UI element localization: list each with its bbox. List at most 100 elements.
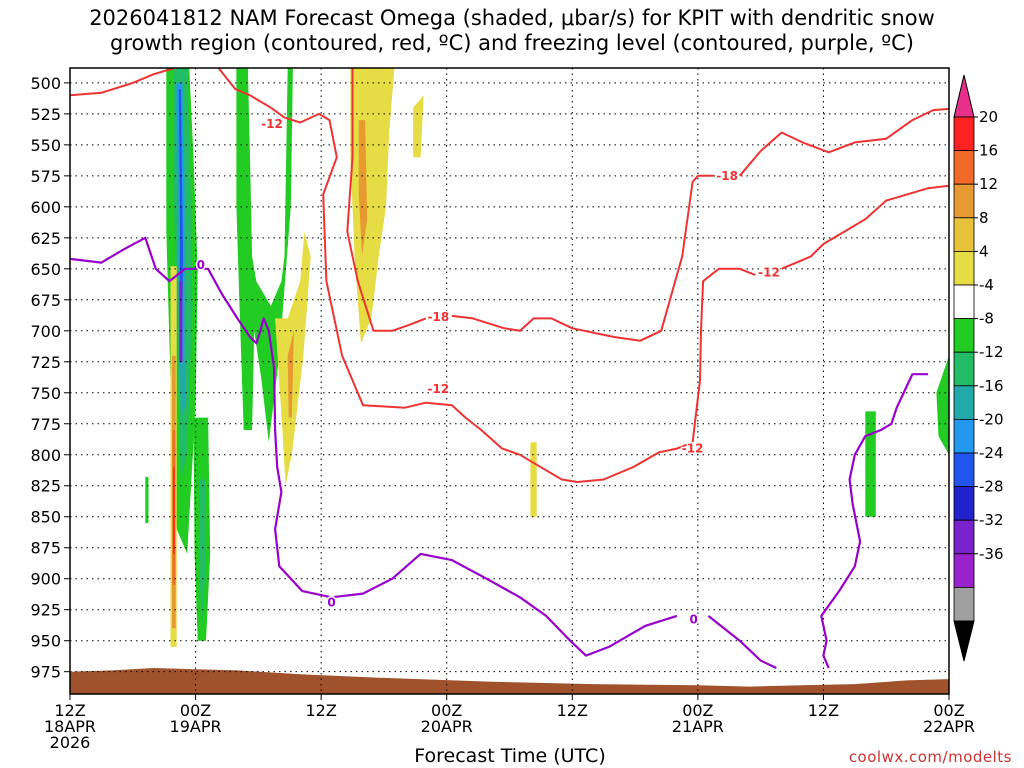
colorbar-segment-14 (953, 587, 975, 622)
omega-region-15 (173, 467, 175, 554)
contour-label-2: -12 (427, 382, 449, 396)
plot-area: -12 -18 -12 -18 -12 -12 0 0 0 (70, 68, 949, 694)
colorbar-segment-10 (953, 452, 975, 487)
colorbar-label-4: 4 (979, 242, 989, 260)
colorbar-label-6: -8 (979, 310, 994, 328)
colorbar-segment-6 (953, 318, 975, 353)
colorbar-segment-4 (953, 250, 975, 286)
y-tick-label-525: 525 (30, 105, 61, 124)
x-tick-label-6-0: 12Z (808, 701, 839, 720)
y-tick-label-575: 575 (30, 167, 61, 186)
contour-label-7: 0 (327, 595, 335, 609)
contour-label-5: -12 (682, 442, 704, 456)
contour-label-0: -12 (261, 117, 283, 131)
y-tick-label-900: 900 (30, 570, 61, 589)
colorbar-segment-0 (953, 116, 975, 151)
x-tick-label-7-1: 22APR (923, 717, 975, 736)
colorbar-segment-2 (953, 183, 975, 219)
colorbar-segment-11 (953, 486, 975, 521)
x-tick-label-2-0: 12Z (305, 701, 336, 720)
colorbar-top-arrow (953, 74, 975, 118)
dgz-contour-3 (451, 174, 714, 342)
colorbar-label-11: -28 (979, 478, 1004, 496)
y-tick-label-750: 750 (30, 384, 61, 403)
y-tick-label-500: 500 (30, 74, 61, 93)
dgz-contour-2 (346, 68, 427, 332)
y-tick-label-775: 775 (30, 415, 61, 434)
colorbar-segment-7 (953, 351, 975, 387)
y-tick-label-875: 875 (30, 539, 61, 558)
colorbar-label-0: 20 (979, 108, 998, 126)
colorbar-label-12: -32 (979, 511, 1004, 529)
x-tick-label-5-1: 21APR (672, 717, 724, 736)
omega-region-20 (358, 120, 368, 257)
contour-label-3: -18 (716, 169, 738, 183)
omega-region-9 (145, 477, 149, 523)
y-tick-label-675: 675 (30, 291, 61, 310)
plot-frame (69, 67, 950, 695)
colorbar-segment-1 (953, 150, 975, 185)
colorbar-label-9: -20 (979, 410, 1004, 428)
colorbar-label-8: -16 (979, 377, 1004, 395)
x-tick-label-0-1: 18APR (44, 717, 96, 736)
x-tick-label-1-0: 00Z (180, 701, 211, 720)
chart-title: 2026041812 NAM Forecast Omega (shaded, μ… (0, 6, 1024, 56)
y-tick-label-550: 550 (30, 136, 61, 155)
x-tick-label-4-0: 12Z (557, 701, 588, 720)
colorbar-label-1: 16 (979, 142, 998, 160)
freezing-contour-0 (70, 236, 678, 657)
terrain-shade (70, 668, 949, 694)
y-tick-label-625: 625 (30, 229, 61, 248)
dgz-contour-1 (217, 68, 756, 483)
colorbar-label-10: -24 (979, 444, 1004, 462)
x-axis-label: Forecast Time (UTC) (414, 745, 606, 767)
freezing-contour-1 (707, 615, 777, 669)
contour-label-8: 0 (689, 613, 697, 627)
y-tick-label-850: 850 (30, 508, 61, 527)
x-tick-label-0-0: 12Z (54, 701, 85, 720)
y-tick-label-825: 825 (30, 477, 61, 496)
x-tick-label-3-1: 20APR (421, 717, 473, 736)
colorbar-label-7: -12 (979, 343, 1004, 361)
x-tick-label-5-0: 00Z (682, 701, 713, 720)
contour-label-4: -12 (758, 266, 780, 280)
contour-label-6: 0 (197, 258, 205, 272)
omega-region-19 (413, 95, 424, 158)
colorbar-segment-13 (953, 553, 975, 588)
x-tick-label-7-0: 00Z (933, 701, 964, 720)
contour-label-1: -18 (427, 310, 449, 324)
y-tick-label-600: 600 (30, 198, 61, 217)
colorbar-label-13: -36 (979, 545, 1004, 563)
colorbar-segment-5 (953, 284, 975, 319)
dgz-contour-4 (738, 107, 949, 177)
colorbar-label-2: 12 (979, 175, 998, 193)
dgz-contour-5 (781, 184, 949, 270)
credit-text: coolwx.com/modelts (848, 748, 1012, 766)
y-tick-label-950: 950 (30, 632, 61, 651)
colorbar-label-5: -4 (979, 276, 994, 294)
x-tick-label-0-2: 2026 (50, 733, 91, 752)
y-tick-label-700: 700 (30, 322, 61, 341)
dgz-contour-0 (70, 68, 175, 97)
omega-region-18 (350, 68, 395, 344)
colorbar-segment-9 (953, 418, 975, 454)
omega-region-21 (530, 442, 537, 517)
title-line-2: growth region (contoured, red, ºC) and f… (110, 31, 914, 55)
colorbar-segment-3 (953, 217, 975, 252)
omega-region-17 (287, 330, 294, 418)
colorbar-label-3: 8 (979, 209, 989, 227)
y-tick-label-975: 975 (30, 663, 61, 682)
omega-region-11 (936, 355, 949, 455)
x-tick-label-1-1: 19APR (170, 717, 222, 736)
omega-region-5 (179, 281, 183, 362)
colorbar-segment-12 (953, 519, 975, 555)
y-tick-label-800: 800 (30, 446, 61, 465)
x-tick-label-3-0: 00Z (431, 701, 462, 720)
title-line-1: 2026041812 NAM Forecast Omega (shaded, μ… (89, 6, 935, 30)
colorbar-segment-8 (953, 385, 975, 420)
freezing-contour-2 (820, 373, 929, 669)
y-tick-label-650: 650 (30, 260, 61, 279)
y-tick-label-925: 925 (30, 601, 61, 620)
omega-region-10 (865, 411, 876, 517)
